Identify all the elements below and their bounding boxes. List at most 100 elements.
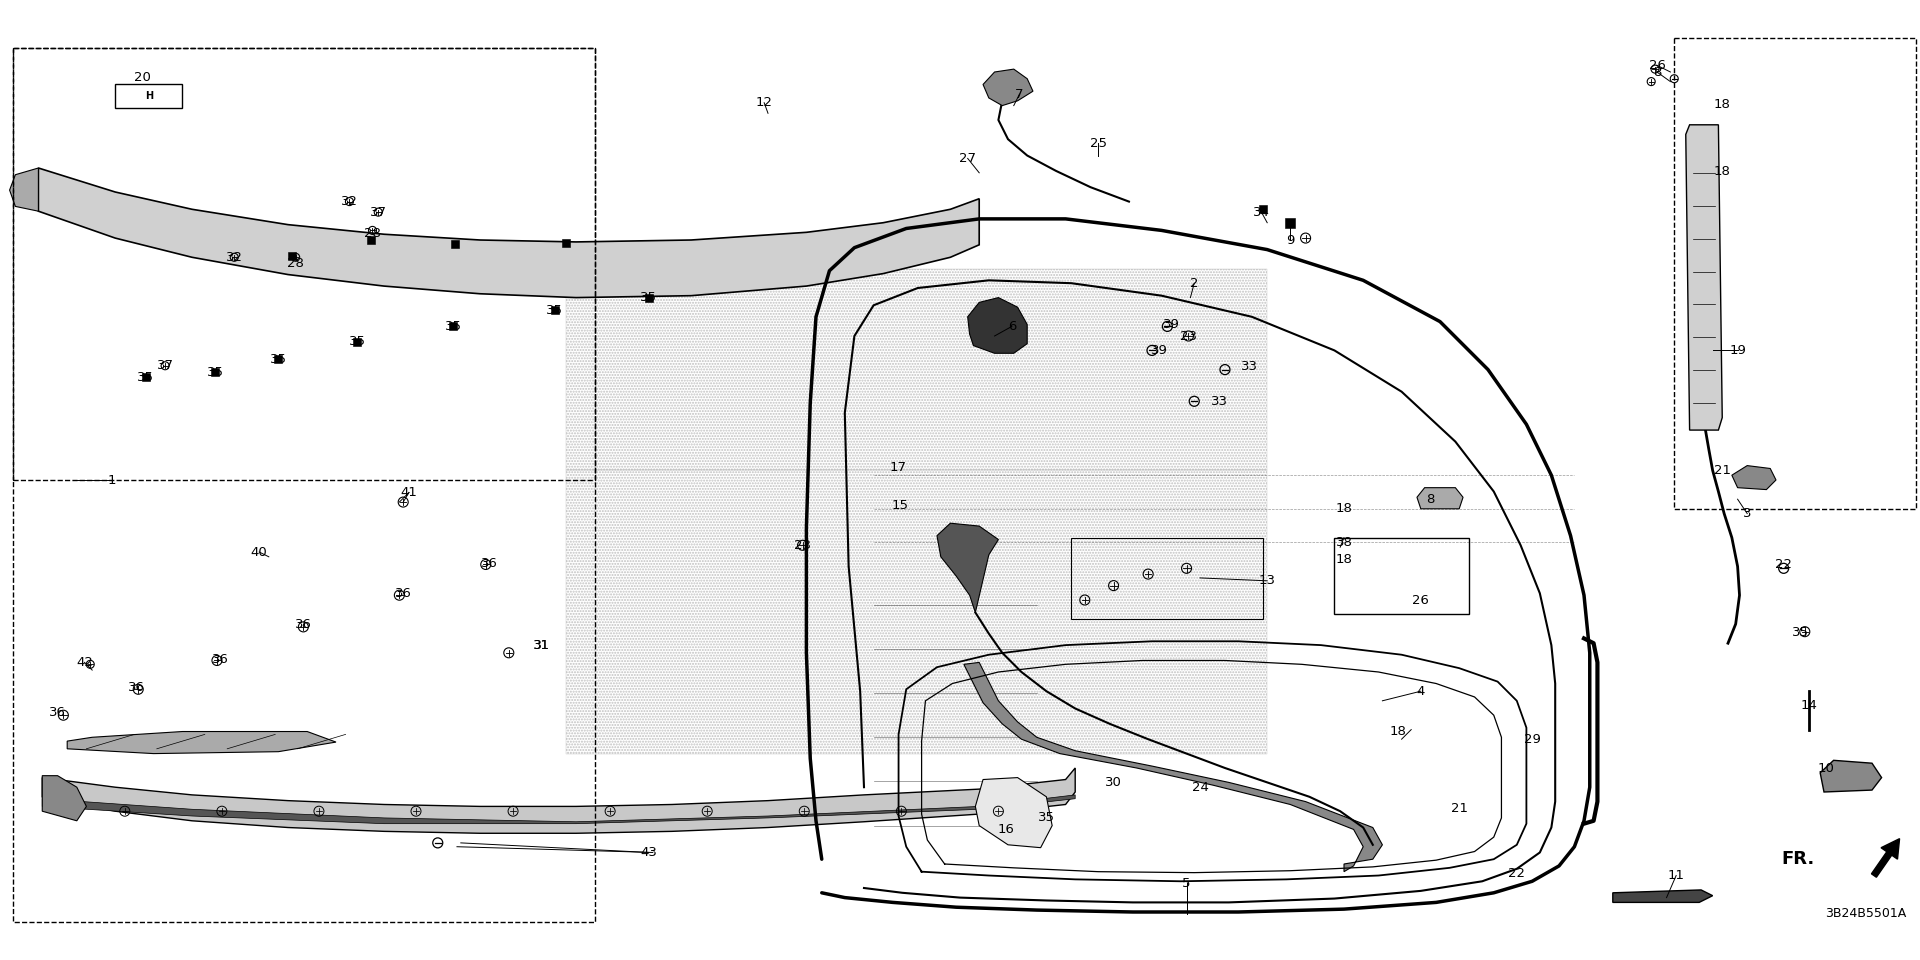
- Text: 8: 8: [1653, 65, 1661, 79]
- Text: 35: 35: [641, 291, 657, 304]
- Bar: [563, 239, 570, 247]
- Text: 10: 10: [1818, 761, 1834, 775]
- Text: 31: 31: [534, 638, 549, 652]
- Text: 11: 11: [1668, 869, 1684, 882]
- Text: 17: 17: [891, 461, 906, 474]
- Text: 7: 7: [1016, 87, 1023, 101]
- Text: 43: 43: [641, 846, 657, 859]
- Text: 4: 4: [1417, 684, 1425, 698]
- Text: 36: 36: [396, 587, 411, 600]
- Text: 3B24B5501A: 3B24B5501A: [1826, 906, 1907, 920]
- Text: 33: 33: [1212, 395, 1227, 408]
- Polygon shape: [42, 768, 1075, 833]
- Polygon shape: [10, 168, 38, 211]
- Text: 18: 18: [1336, 502, 1352, 516]
- Text: 1: 1: [108, 473, 115, 487]
- Text: 37: 37: [371, 205, 386, 219]
- Bar: [551, 306, 559, 314]
- Text: 9: 9: [1286, 233, 1294, 247]
- Text: 23: 23: [1181, 329, 1196, 343]
- Text: 36: 36: [129, 681, 144, 694]
- Bar: [142, 373, 150, 381]
- Polygon shape: [42, 795, 1075, 824]
- Polygon shape: [38, 168, 979, 298]
- Text: 35: 35: [1793, 626, 1809, 639]
- Polygon shape: [1732, 466, 1776, 490]
- Bar: [451, 240, 459, 248]
- Text: 35: 35: [445, 320, 461, 333]
- Text: 14: 14: [1801, 699, 1816, 712]
- Polygon shape: [1686, 125, 1722, 430]
- Text: 20: 20: [134, 71, 150, 84]
- Text: 36: 36: [296, 618, 311, 632]
- Text: 18: 18: [1336, 553, 1352, 566]
- Bar: [367, 236, 374, 244]
- Text: 28: 28: [288, 256, 303, 270]
- Polygon shape: [975, 778, 1052, 848]
- Polygon shape: [1820, 760, 1882, 792]
- Bar: [1071, 538, 1263, 619]
- Text: 13: 13: [1260, 574, 1275, 588]
- Text: 16: 16: [998, 823, 1014, 836]
- Text: 33: 33: [1242, 360, 1258, 373]
- Text: 30: 30: [1106, 776, 1121, 789]
- Text: 35: 35: [547, 303, 563, 317]
- Text: 28: 28: [365, 227, 380, 240]
- Text: 3: 3: [1743, 507, 1751, 520]
- Text: 36: 36: [482, 557, 497, 570]
- Text: 18: 18: [1390, 725, 1405, 738]
- Text: 32: 32: [342, 195, 357, 208]
- Text: 26: 26: [1413, 593, 1428, 607]
- Text: H: H: [144, 91, 154, 101]
- Text: 31: 31: [534, 638, 549, 652]
- Bar: [1674, 38, 1916, 509]
- Text: 32: 32: [227, 251, 242, 264]
- Text: 39: 39: [1152, 344, 1167, 357]
- Text: 35: 35: [349, 335, 365, 348]
- Text: 2: 2: [1190, 276, 1198, 290]
- Text: 18: 18: [1715, 165, 1730, 179]
- Text: FR.: FR.: [1782, 851, 1814, 868]
- Text: 42: 42: [77, 656, 92, 669]
- Bar: [275, 355, 282, 363]
- Text: 6: 6: [1008, 320, 1016, 333]
- FancyArrow shape: [1872, 839, 1899, 877]
- Bar: [115, 84, 182, 108]
- Bar: [1260, 205, 1267, 213]
- Text: 23: 23: [795, 539, 810, 552]
- Polygon shape: [67, 732, 336, 754]
- Text: 38: 38: [1336, 536, 1352, 549]
- Polygon shape: [937, 523, 998, 612]
- Text: 40: 40: [252, 545, 267, 559]
- Polygon shape: [983, 69, 1033, 106]
- Bar: [13, 48, 595, 922]
- Bar: [13, 48, 595, 480]
- Text: 18: 18: [1715, 98, 1730, 111]
- Bar: [645, 294, 653, 301]
- Bar: [288, 252, 296, 260]
- Text: 22: 22: [1509, 867, 1524, 880]
- Text: 25: 25: [1091, 136, 1106, 150]
- Polygon shape: [42, 776, 86, 821]
- Text: 21: 21: [1452, 802, 1467, 815]
- Text: 37: 37: [157, 359, 173, 372]
- Bar: [449, 323, 457, 330]
- Text: 8: 8: [1427, 492, 1434, 506]
- Text: 15: 15: [893, 499, 908, 513]
- Polygon shape: [1613, 890, 1713, 902]
- Text: 19: 19: [1730, 344, 1745, 357]
- Bar: [1334, 538, 1469, 614]
- Bar: [353, 338, 361, 346]
- Bar: [1284, 218, 1296, 228]
- Text: 34: 34: [1254, 205, 1269, 219]
- Text: 35: 35: [138, 371, 154, 384]
- Text: 27: 27: [960, 152, 975, 165]
- Polygon shape: [964, 662, 1382, 872]
- Text: 12: 12: [756, 96, 772, 109]
- Text: 39: 39: [1164, 318, 1179, 331]
- Text: 22: 22: [1776, 558, 1791, 571]
- Text: 36: 36: [213, 653, 228, 666]
- Text: 24: 24: [1192, 780, 1208, 794]
- Polygon shape: [1417, 488, 1463, 509]
- Polygon shape: [968, 298, 1027, 353]
